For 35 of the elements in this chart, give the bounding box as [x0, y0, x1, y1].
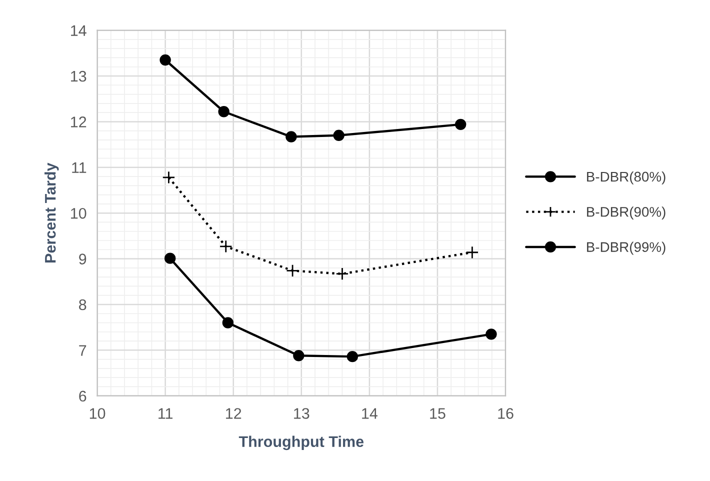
x-tick-label: 11 — [158, 408, 172, 419]
point — [164, 252, 176, 264]
legend-label: B-DBR(90%) — [587, 206, 666, 220]
y-tick-label: 7 — [79, 345, 86, 356]
point — [219, 240, 232, 253]
point — [333, 130, 344, 142]
y-axis-title: Percent Tardy — [44, 162, 59, 262]
point — [486, 328, 497, 340]
x-tick-label: 10 — [90, 408, 106, 419]
legend-label: B-DBR(99%) — [587, 242, 666, 255]
point — [286, 131, 297, 142]
point — [162, 170, 176, 184]
y-tick-label: 8 — [79, 299, 86, 310]
x-tick-label: 14 — [362, 408, 378, 419]
point — [346, 350, 358, 362]
x-tick-label: 12 — [226, 408, 242, 419]
legend-label: B-DBR(80%) — [587, 171, 666, 184]
x-tick-label: 16 — [498, 408, 514, 419]
x-axis-title: Throughput Time — [238, 436, 364, 450]
point — [336, 267, 349, 280]
y-tick-label: 6 — [79, 390, 86, 402]
y-tick-label: 14 — [71, 25, 86, 36]
x-tick-label: 13 — [294, 408, 310, 419]
x-tick-label: 15 — [430, 408, 446, 419]
point — [218, 106, 230, 118]
point — [466, 246, 479, 259]
y-tick-label: 11 — [72, 162, 86, 173]
point — [160, 54, 171, 66]
y-tick-label: 12 — [71, 116, 86, 128]
point — [293, 350, 304, 362]
point — [455, 118, 466, 130]
point — [222, 317, 234, 328]
y-tick-label: 9 — [79, 254, 86, 264]
y-tick-label: 13 — [71, 70, 86, 82]
y-tick-label: 10 — [71, 208, 86, 219]
